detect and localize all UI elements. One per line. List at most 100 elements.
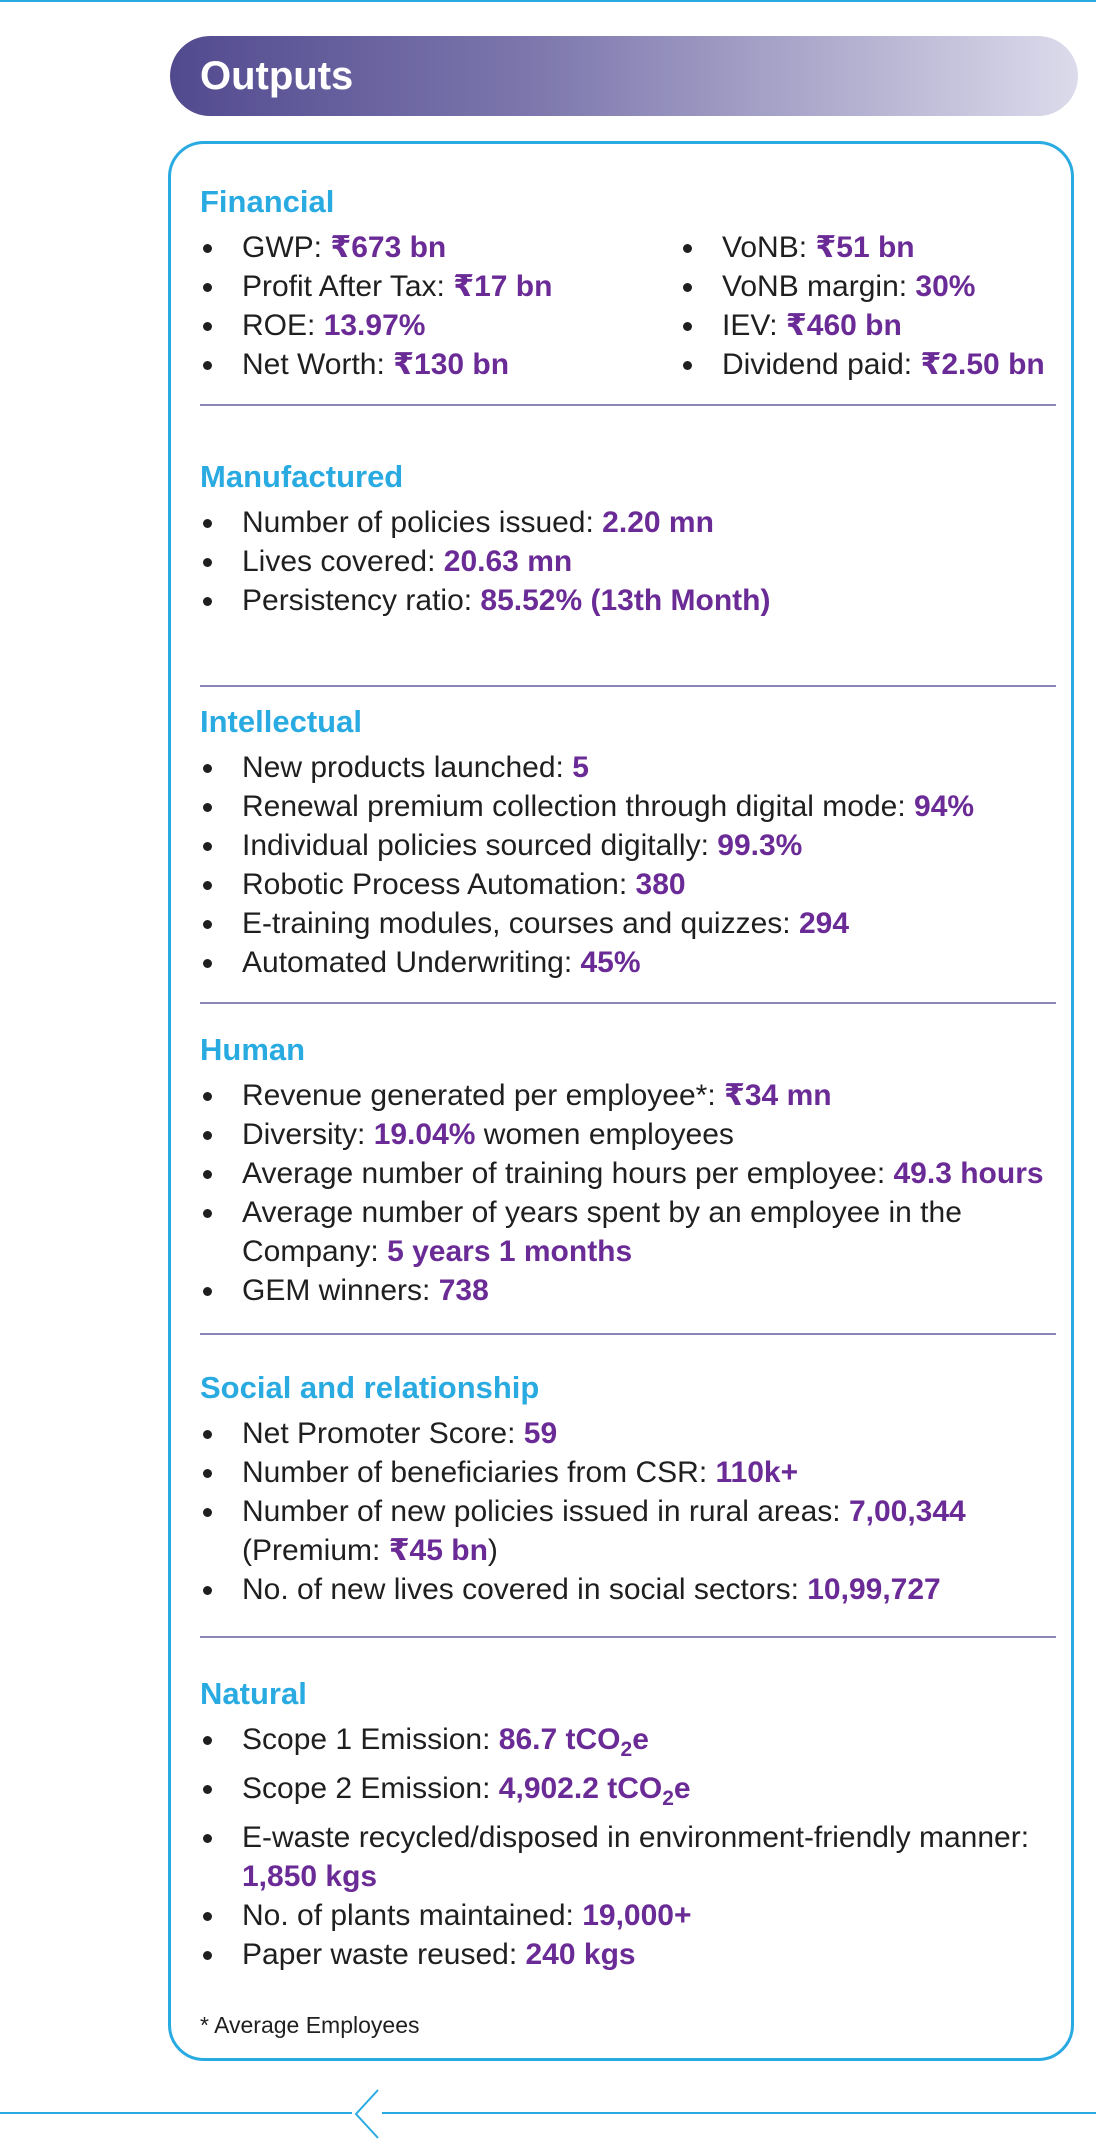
list-item: Dividend paid: ₹2.50 bn bbox=[680, 345, 1045, 384]
financial-col-2: VoNB: ₹51 bn VoNB margin: 30% IEV: ₹460 … bbox=[680, 228, 1045, 384]
item-label: Robotic Process Automation: bbox=[242, 868, 636, 901]
item-label: Profit After Tax: bbox=[242, 270, 454, 303]
list-item: GWP: ₹673 bn bbox=[200, 228, 552, 267]
item-label: New products launched: bbox=[242, 751, 573, 784]
list-item: Automated Underwriting: 45% bbox=[200, 943, 1056, 982]
item-label: VoNB margin: bbox=[722, 270, 916, 303]
item-value: 59 bbox=[523, 1417, 558, 1450]
natural-list: Scope 1 Emission: 86.7 tCO2e Scope 2 Emi… bbox=[200, 1720, 1056, 1974]
list-item: Paper waste reused: 240 kgs bbox=[200, 1935, 1056, 1974]
item-value: 7,00,344 bbox=[848, 1495, 966, 1528]
section-natural: Natural Scope 1 Emission: 86.7 tCO2e Sco… bbox=[200, 1676, 1056, 1974]
section-title: Natural bbox=[200, 1676, 307, 1711]
item-label: E-training modules, courses and quizzes: bbox=[242, 907, 799, 940]
item-value-text: 86.7 tCO bbox=[498, 1723, 621, 1756]
item-value: 5 years 1 months bbox=[387, 1235, 633, 1268]
item-suffix: women employees bbox=[475, 1118, 734, 1151]
item-value: ₹130 bn bbox=[393, 348, 510, 381]
premium-value: ₹45 bn bbox=[388, 1534, 488, 1567]
item-label: VoNB: bbox=[722, 231, 816, 264]
list-item: New products launched: 5 bbox=[200, 748, 1056, 787]
section-divider bbox=[200, 1636, 1056, 1638]
item-label: Individual policies sourced digitally: bbox=[242, 829, 718, 862]
list-item: Scope 1 Emission: 86.7 tCO2e bbox=[200, 1720, 1056, 1769]
subscript: 2 bbox=[620, 1738, 633, 1761]
section-divider bbox=[200, 685, 1056, 687]
page-title: Outputs bbox=[200, 54, 354, 98]
item-value: ₹17 bn bbox=[453, 270, 553, 303]
item-label: GWP: bbox=[242, 231, 331, 264]
section-human: Human Revenue generated per employee*: ₹… bbox=[200, 1032, 1056, 1310]
list-item: Revenue generated per employee*: ₹34 mn bbox=[200, 1076, 1056, 1115]
item-label: Diversity: bbox=[242, 1118, 374, 1151]
item-value: 5 bbox=[572, 751, 589, 784]
social-list: Net Promoter Score: 59 Number of benefic… bbox=[200, 1414, 1056, 1609]
item-value: 49.3 hours bbox=[893, 1157, 1044, 1190]
premium-label: (Premium: bbox=[242, 1534, 389, 1567]
item-label: IEV: bbox=[722, 309, 786, 342]
item-value-text: 4,902.2 tCO bbox=[498, 1772, 663, 1805]
section-financial: Financial GWP: ₹673 bn Profit After Tax:… bbox=[200, 184, 1056, 381]
item-value: 45% bbox=[580, 946, 641, 979]
list-item: Number of policies issued: 2.20 mn bbox=[200, 503, 1056, 542]
list-item: E-waste recycled/disposed in environment… bbox=[200, 1818, 1056, 1896]
list-item: VoNB: ₹51 bn bbox=[680, 228, 1045, 267]
item-value: 738 bbox=[438, 1274, 489, 1307]
list-item: Persistency ratio: 85.52% (13th Month) bbox=[200, 581, 1056, 620]
item-value: 19,000+ bbox=[582, 1899, 692, 1932]
list-item: Renewal premium collection through digit… bbox=[200, 787, 1056, 826]
item-value: 2.20 mn bbox=[602, 506, 714, 539]
item-label: Automated Underwriting: bbox=[242, 946, 581, 979]
list-item: Average number of training hours per emp… bbox=[200, 1154, 1056, 1193]
item-label: Net Worth: bbox=[242, 348, 394, 381]
list-item: Diversity: 19.04% women employees bbox=[200, 1115, 1056, 1154]
item-value: ₹2.50 bn bbox=[920, 348, 1045, 381]
top-rule bbox=[0, 0, 1096, 2]
list-item: Number of new policies issued in rural a… bbox=[200, 1492, 1056, 1570]
item-value: ₹34 mn bbox=[724, 1079, 832, 1112]
item-label: Net Promoter Score: bbox=[242, 1417, 524, 1450]
item-value: 19.04% bbox=[373, 1118, 476, 1151]
item-label: E-waste recycled/disposed in environment… bbox=[242, 1821, 1030, 1854]
item-value: 13.97% bbox=[323, 309, 426, 342]
item-label: No. of plants maintained: bbox=[242, 1899, 583, 1932]
item-value: ₹51 bn bbox=[815, 231, 915, 264]
section-divider bbox=[200, 404, 1056, 406]
item-value: 99.3% bbox=[717, 829, 803, 862]
item-label: Renewal premium collection through digit… bbox=[242, 790, 915, 823]
financial-col-1: GWP: ₹673 bn Profit After Tax: ₹17 bn RO… bbox=[200, 228, 552, 384]
outputs-banner: Outputs bbox=[170, 36, 1078, 116]
section-intellectual: Intellectual New products launched: 5 Re… bbox=[200, 704, 1056, 982]
item-value: 86.7 tCO2e bbox=[498, 1723, 649, 1761]
list-item: GEM winners: 738 bbox=[200, 1271, 1056, 1310]
list-item: Scope 2 Emission: 4,902.2 tCO2e bbox=[200, 1769, 1056, 1818]
item-label: Scope 1 Emission: bbox=[242, 1723, 499, 1756]
chevron-left-icon[interactable] bbox=[352, 2088, 382, 2140]
item-label: Number of policies issued: bbox=[242, 506, 603, 539]
item-label: Paper waste reused: bbox=[242, 1938, 526, 1971]
item-label: Number of beneficiaries from CSR: bbox=[242, 1456, 716, 1489]
item-label: Revenue generated per employee*: bbox=[242, 1079, 724, 1112]
item-label: Number of new policies issued in rural a… bbox=[242, 1495, 849, 1528]
manufactured-list: Number of policies issued: 2.20 mn Lives… bbox=[200, 503, 1056, 620]
item-value: 4,902.2 tCO2e bbox=[498, 1772, 691, 1810]
bottom-rule bbox=[0, 2112, 1096, 2114]
item-value: 240 kgs bbox=[525, 1938, 636, 1971]
section-title: Human bbox=[200, 1032, 306, 1067]
list-item: Robotic Process Automation: 380 bbox=[200, 865, 1056, 904]
list-item: IEV: ₹460 bn bbox=[680, 306, 1045, 345]
list-item: Number of beneficiaries from CSR: 110k+ bbox=[200, 1453, 1056, 1492]
item-value: 110k+ bbox=[715, 1456, 799, 1489]
item-label: Scope 2 Emission: bbox=[242, 1772, 499, 1805]
intellectual-list: New products launched: 5 Renewal premium… bbox=[200, 748, 1056, 982]
item-value: 380 bbox=[635, 868, 686, 901]
list-item: Net Promoter Score: 59 bbox=[200, 1414, 1056, 1453]
list-item: Profit After Tax: ₹17 bn bbox=[200, 267, 552, 306]
section-title: Financial bbox=[200, 184, 335, 219]
human-list: Revenue generated per employee*: ₹34 mn … bbox=[200, 1076, 1056, 1310]
item-label: No. of new lives covered in social secto… bbox=[242, 1573, 808, 1606]
section-title: Intellectual bbox=[200, 704, 362, 739]
list-item: Individual policies sourced digitally: 9… bbox=[200, 826, 1056, 865]
premium-close: ) bbox=[487, 1534, 498, 1567]
list-item: E-training modules, courses and quizzes:… bbox=[200, 904, 1056, 943]
